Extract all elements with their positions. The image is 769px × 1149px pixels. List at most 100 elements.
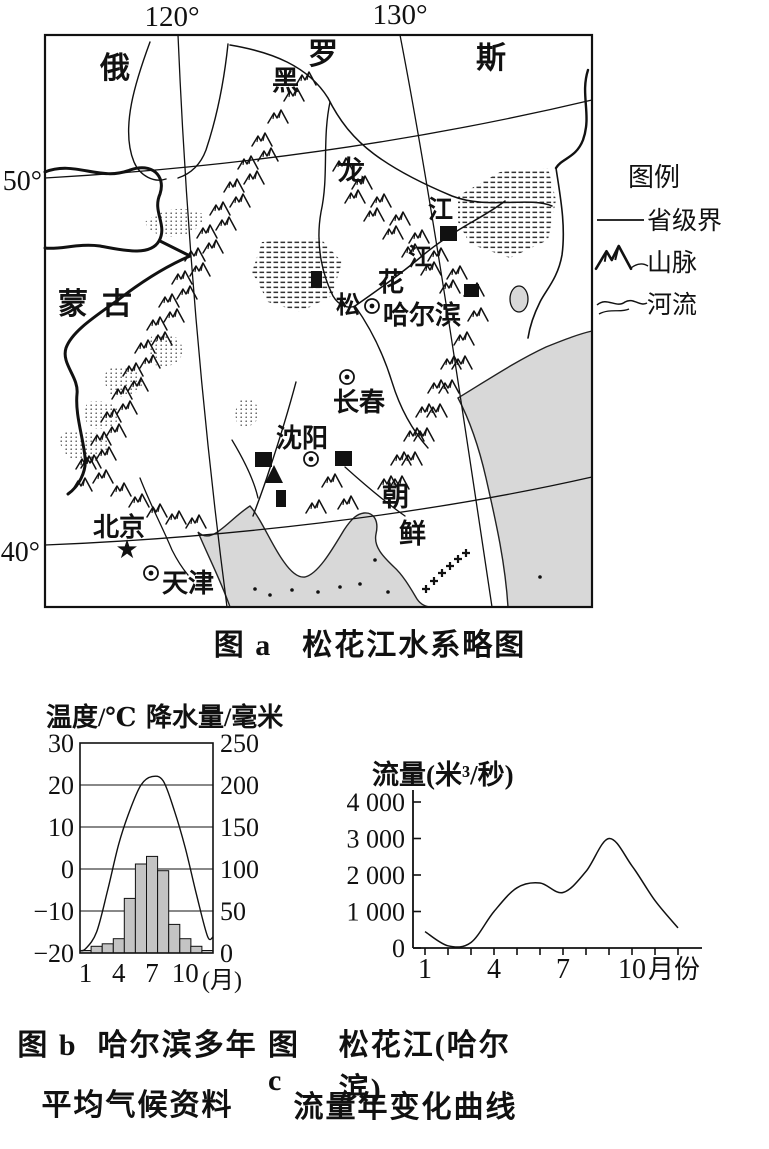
temp-tick-label: 10 <box>48 813 74 842</box>
harbin-symbol <box>364 298 380 314</box>
amur-pocket-river <box>177 43 229 179</box>
precip-tick-label: 0 <box>220 939 233 968</box>
city-square <box>276 490 286 507</box>
harbin-climate-chart: 温度/℃ 降水量/毫米 3020100−10−20250200150100500… <box>33 702 283 994</box>
plot-frame <box>79 742 214 954</box>
city-square <box>335 451 352 466</box>
songhuajiang-label-char: 松 <box>336 292 360 319</box>
ussuri-river <box>527 167 565 339</box>
flow-tick-label: 0 <box>392 934 405 963</box>
temperature-curve <box>79 775 214 952</box>
parallel-50 <box>44 99 593 179</box>
precipitation-bar <box>134 863 148 954</box>
beijing-star-icon: ★ <box>115 535 138 564</box>
harbin-label: 哈尔滨 <box>383 300 461 330</box>
heilongjiang-label-char: 黑 <box>272 66 299 96</box>
songhua-river-map: ★ 120° 130° 50° 40° 俄 罗 斯 蒙古 朝 鲜 黑 龙 江 松… <box>1 0 722 609</box>
mountain-icon <box>446 265 468 280</box>
nen-river <box>318 101 356 308</box>
mountain-icon <box>116 400 138 415</box>
city-square <box>464 284 479 297</box>
meridian-130 <box>399 34 493 608</box>
month-tick-label: 4 <box>112 958 126 988</box>
mountain-icon <box>165 510 187 525</box>
temp-tick-label: −10 <box>33 897 74 926</box>
bohai-yellow-sea <box>197 505 433 608</box>
mongolia-border <box>63 254 192 496</box>
mountain-icon <box>427 379 449 394</box>
precip-tick-label: 250 <box>220 729 259 758</box>
precipitation-bar <box>146 855 159 954</box>
figure-b-caption-line2: 平均气候资料 <box>15 1080 260 1124</box>
temp-tick-label: 30 <box>48 729 74 758</box>
figure-c-caption-prefix: 图 c <box>268 1029 300 1097</box>
mountain-legend-tail <box>630 263 649 269</box>
city-square <box>311 271 322 288</box>
month-tick-label: 7 <box>145 958 159 988</box>
mountain-icon <box>467 307 489 322</box>
month-tick-label: 1 <box>79 958 93 988</box>
precipitation-bar <box>112 938 125 954</box>
figure-b-caption-text: 哈尔滨多年 <box>97 1029 258 1062</box>
figure-a-caption-prefix: 图 a <box>213 629 273 662</box>
second-songhua-river <box>354 305 429 449</box>
temperature-axis-label: 温度/℃ <box>46 702 136 732</box>
legend: 图例 省级界 山脉 河流 <box>594 163 722 319</box>
beijing-label: 北京 <box>93 512 145 542</box>
mountain-legend-icon <box>594 244 633 271</box>
legend-item-label: 山脉 <box>647 249 697 277</box>
legend-title: 图例 <box>628 163 680 192</box>
river-legend-icon <box>596 299 648 315</box>
tianjin-symbol <box>143 565 159 581</box>
flow-tick-label: 1 000 <box>347 898 406 927</box>
month-unit-label: 月份 <box>648 955 700 984</box>
plus-mark-chain <box>422 549 470 593</box>
mountain-icon <box>267 109 289 124</box>
temp-tick-label: 20 <box>48 771 74 800</box>
flow-tick-label: 4 000 <box>347 788 406 817</box>
temp-tick-label: 0 <box>61 855 74 884</box>
marsh-plain-patches <box>252 168 556 312</box>
shenyang-label: 沈阳 <box>276 424 328 453</box>
heilongjiang-label-char: 龙 <box>338 156 365 186</box>
tianjin-label: 天津 <box>162 569 214 598</box>
lon-label-120: 120° <box>144 1 199 33</box>
mountain-icon <box>146 503 168 518</box>
figure-c-caption-text: 松花江(哈尔滨) <box>338 1029 511 1106</box>
figure-b-caption-line1: 图 b 哈尔滨多年 <box>15 1020 260 1064</box>
mountain-icon <box>215 216 237 231</box>
precip-tick-label: 100 <box>220 855 259 884</box>
legend-item-label: 省级界 <box>647 207 722 235</box>
mountain-icon <box>196 224 218 239</box>
precipitation-bar <box>101 943 114 954</box>
precipitation-bar <box>190 945 203 954</box>
month-tick-label: 10 <box>172 958 199 988</box>
national-border-northwest <box>43 166 164 253</box>
mountain-icon <box>415 403 437 418</box>
mountain-icon <box>453 331 475 346</box>
mountain-icon <box>382 225 404 240</box>
figure-a-caption: 图 a 松花江水系略图 <box>160 620 580 664</box>
precipitation-bar <box>90 945 103 954</box>
mountain-icon <box>370 193 392 208</box>
mountain-icon <box>202 239 224 254</box>
mountain-icon <box>185 514 207 529</box>
songhuajiang-label-char: 花 <box>378 268 404 297</box>
argun-river <box>127 41 167 181</box>
mountain-icon <box>237 155 259 170</box>
mountain-icon <box>390 451 412 466</box>
mountain-icon <box>321 473 343 488</box>
mongolia-label: 蒙古 <box>58 288 146 321</box>
mountain-icon <box>171 270 193 285</box>
dotted-terrain-patches <box>60 208 259 459</box>
mountain-icon <box>158 293 180 308</box>
mountain-icon <box>163 308 185 323</box>
precip-tick-label: 150 <box>220 813 259 842</box>
month-unit-label: (月) <box>202 968 242 994</box>
meridian-120 <box>177 34 228 608</box>
figure-c-caption-line2: 流量年变化曲线 <box>268 1082 543 1126</box>
figure-c-caption-text2: 流量年变化曲线 <box>293 1091 518 1124</box>
precipitation-axis-label: 降水量/毫米 <box>146 702 283 732</box>
mountain-icon <box>209 201 231 216</box>
